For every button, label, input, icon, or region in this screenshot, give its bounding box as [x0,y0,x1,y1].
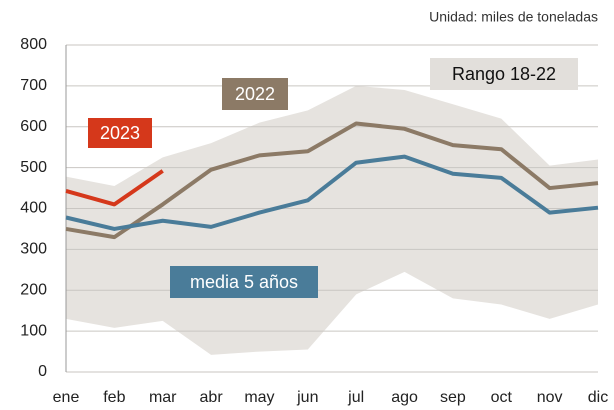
legend-box [222,78,288,110]
legend-box [88,118,152,148]
x-tick-label: may [244,389,274,406]
y-tick-label: 400 [20,200,47,217]
x-tick-label: nov [537,389,563,406]
legend-label: 2022 [235,84,275,104]
x-tick-label: feb [103,389,125,406]
x-tick-label: ene [53,389,80,406]
legend-box [430,58,578,90]
series-line [65,169,164,207]
y-tick-label: 300 [20,241,47,258]
y-tick-label: 100 [20,322,47,339]
y-tick-label: 700 [20,77,47,94]
y-tick-label: 200 [20,281,47,298]
legend-label: Rango 18-22 [452,64,556,84]
series-line [65,121,599,240]
y-tick-label: 600 [20,118,47,135]
y-tick-label: 800 [20,36,47,53]
legend-label: media 5 años [190,272,298,292]
chart-subtitle: Unidad: miles de toneladas [429,9,598,25]
x-tick-label: jul [347,389,364,406]
series-line [65,154,599,231]
x-tick-label: oct [491,389,513,406]
legend-label: 2023 [100,123,140,143]
x-tick-label: mar [149,389,177,406]
x-tick-label: ago [391,389,418,406]
legend-box [170,266,318,298]
y-tick-label: 0 [38,363,47,380]
x-tick-label: jun [296,389,318,406]
x-tick-label: dic [588,389,608,406]
x-tick-label: abr [200,389,224,406]
y-tick-label: 500 [20,159,47,176]
x-tick-label: sep [440,389,466,406]
